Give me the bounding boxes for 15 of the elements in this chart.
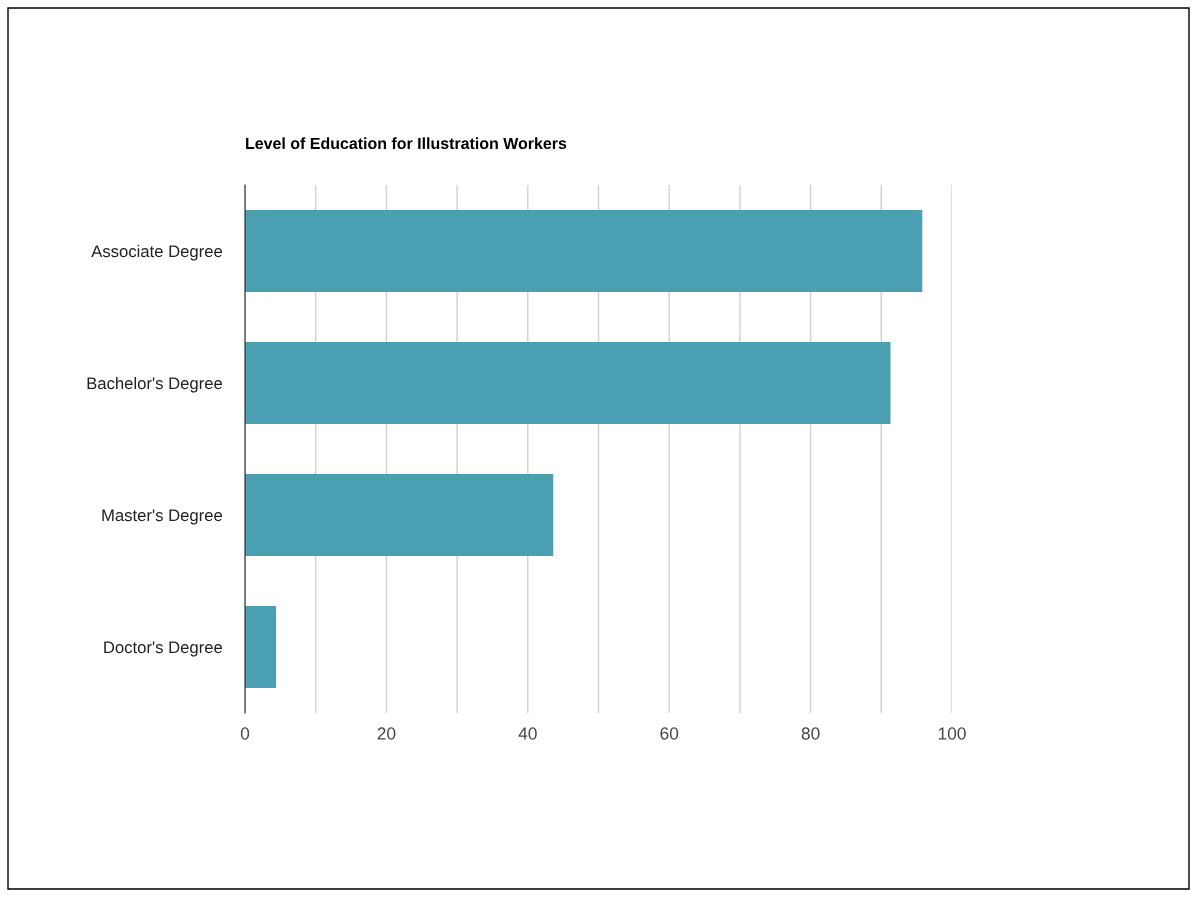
bar	[245, 474, 554, 556]
chart-title: Level of Education for Illustration Workers	[246, 137, 567, 150]
x-tick-label: 60	[660, 727, 679, 740]
x-tick-label: 20	[377, 727, 396, 740]
y-tick-label: Master's Degree	[102, 509, 223, 525]
y-tick-label: Associate Degree	[91, 244, 223, 261]
bar	[245, 342, 891, 424]
x-tick-label: 0	[240, 727, 250, 740]
y-tick-label: Bachelor's Degree	[87, 376, 223, 393]
bar	[245, 606, 277, 688]
x-tick-label: 80	[801, 727, 820, 740]
y-tick-label: Doctor's Degree	[104, 641, 223, 657]
bar	[245, 210, 923, 292]
x-tick-label: 40	[518, 727, 537, 740]
x-tick-label: 100	[938, 727, 966, 740]
